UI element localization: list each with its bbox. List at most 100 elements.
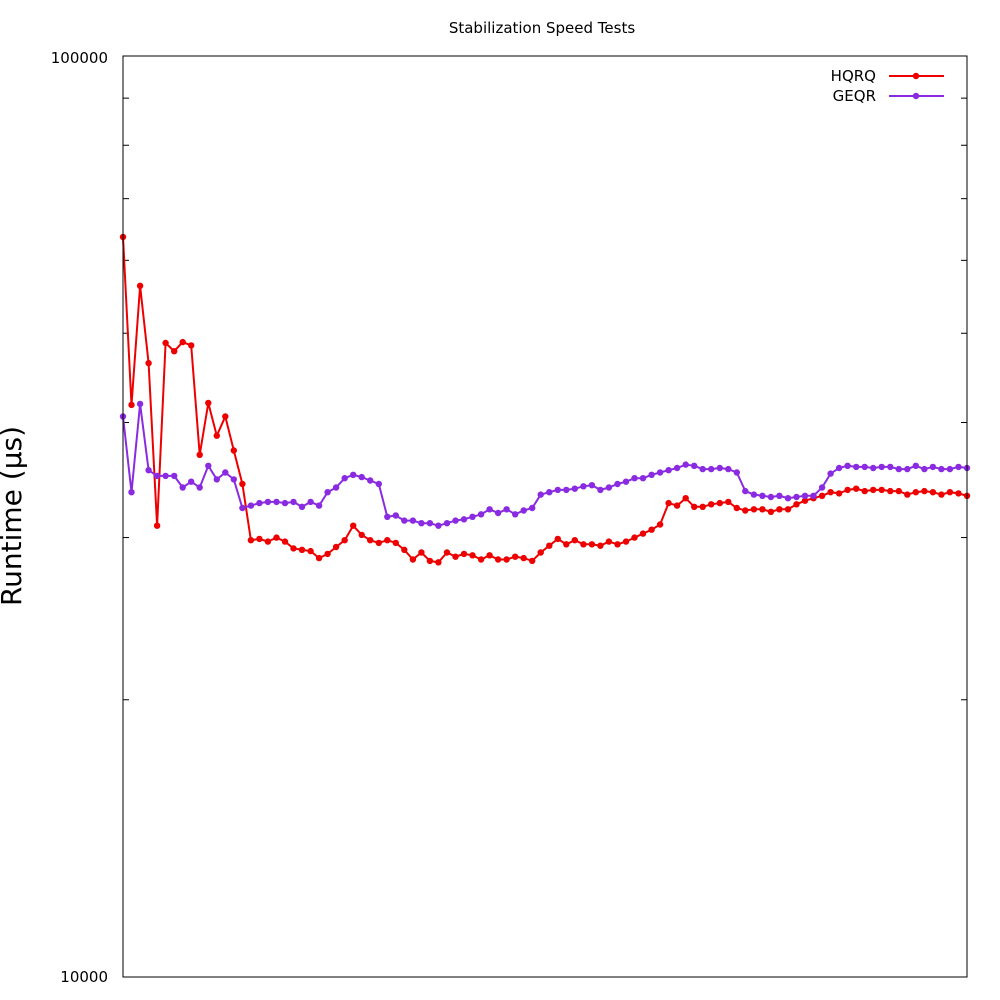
series-line-hqrq	[122, 236, 968, 564]
data-point	[520, 554, 527, 562]
data-point	[631, 475, 638, 482]
data-point	[392, 539, 399, 547]
data-point	[844, 462, 851, 469]
data-point	[827, 470, 834, 477]
data-point	[205, 399, 212, 407]
data-point	[622, 478, 630, 485]
data-point	[136, 282, 144, 289]
data-point	[136, 400, 144, 408]
data-point	[435, 559, 442, 566]
data-point	[648, 526, 655, 533]
data-point	[256, 499, 263, 507]
data-point	[929, 463, 937, 471]
data-point	[784, 506, 792, 513]
data-point	[580, 483, 587, 490]
data-point	[520, 507, 527, 514]
data-point	[460, 550, 468, 558]
data-point	[699, 465, 706, 473]
data-point	[776, 506, 783, 513]
data-point	[622, 538, 630, 545]
data-point	[324, 489, 331, 496]
data-point	[529, 504, 536, 512]
data-point	[639, 530, 647, 537]
data-point	[767, 508, 775, 515]
data-point	[222, 469, 229, 476]
data-point	[512, 511, 519, 518]
data-point	[358, 531, 365, 539]
data-point	[171, 472, 178, 480]
data-point	[887, 463, 894, 471]
data-point	[759, 492, 766, 499]
data-point	[188, 478, 195, 485]
data-point	[853, 463, 860, 471]
y-tick-label-top: 100000	[51, 49, 108, 67]
data-point	[733, 469, 740, 476]
data-point	[307, 547, 314, 555]
data-point	[870, 486, 877, 494]
data-point	[290, 498, 297, 506]
data-point	[512, 553, 519, 560]
data-point	[784, 495, 792, 502]
data-point	[460, 516, 468, 523]
data-point	[418, 520, 425, 527]
data-point	[682, 461, 689, 468]
data-point	[196, 451, 203, 458]
data-point	[742, 507, 749, 514]
data-point	[162, 339, 169, 347]
data-point	[128, 401, 135, 409]
data-point	[452, 553, 459, 560]
data-point	[750, 491, 758, 498]
data-point	[332, 484, 340, 491]
data-point	[341, 537, 348, 544]
data-point	[870, 464, 877, 472]
data-point	[546, 489, 553, 496]
data-point	[878, 463, 885, 471]
data-point	[725, 498, 732, 506]
data-point	[409, 556, 417, 563]
plot-frame	[122, 55, 968, 978]
data-point	[861, 487, 868, 495]
series-hqrq	[119, 233, 971, 566]
data-point	[503, 506, 510, 513]
data-point	[818, 492, 826, 499]
data-point	[401, 517, 408, 524]
legend-marker-hqrq	[912, 72, 920, 80]
data-point	[494, 556, 502, 563]
data-point	[469, 552, 476, 559]
data-point	[801, 492, 809, 499]
data-point	[844, 486, 851, 494]
data-point	[597, 486, 604, 494]
data-point	[708, 501, 715, 508]
data-point	[503, 556, 510, 563]
data-point	[605, 538, 613, 545]
data-point	[145, 359, 152, 367]
data-point	[281, 538, 289, 545]
data-point	[537, 491, 544, 498]
data-point	[315, 554, 323, 562]
data-point	[367, 537, 374, 544]
data-point	[955, 463, 962, 471]
data-point	[938, 465, 945, 473]
data-point	[716, 464, 723, 472]
data-point	[426, 557, 434, 565]
data-point	[793, 501, 800, 508]
data-point	[435, 522, 442, 529]
data-point	[912, 489, 919, 496]
data-point	[298, 503, 306, 510]
data-point	[529, 557, 536, 565]
data-point	[375, 480, 382, 488]
data-point	[588, 541, 596, 548]
data-point	[426, 520, 434, 527]
data-point	[938, 491, 945, 498]
data-point	[239, 480, 246, 488]
data-point	[494, 509, 502, 517]
data-point	[273, 534, 280, 541]
data-point	[904, 491, 911, 498]
data-point	[546, 542, 553, 549]
data-point	[673, 464, 681, 472]
data-point	[912, 462, 919, 469]
data-point	[239, 504, 246, 512]
data-point	[384, 537, 391, 544]
data-point	[409, 517, 417, 524]
